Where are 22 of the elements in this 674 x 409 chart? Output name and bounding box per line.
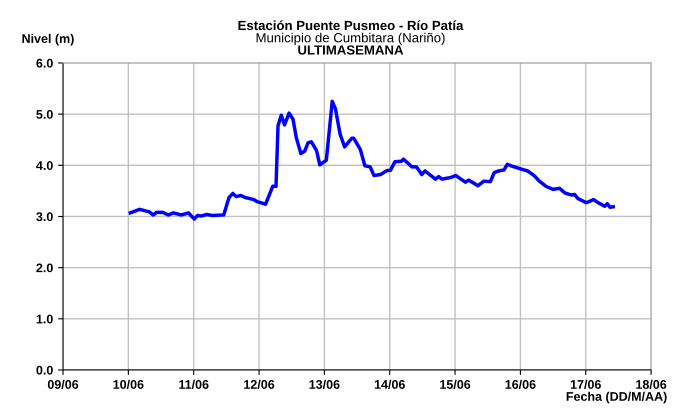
- text: ULTIMASEMANA: [298, 45, 404, 55]
- x-tick-label: 18/06: [636, 380, 666, 390]
- y-tick-label: 1.0: [36, 314, 53, 324]
- x-tick-label: 12/06: [244, 380, 274, 390]
- y-tick-label: 5.0: [36, 110, 53, 119]
- x-tick-label: 11/06: [179, 380, 209, 390]
- y-tick-label: 3.0: [36, 212, 53, 222]
- chart-title: Estación Puente Pusmeo - Río Patía: [238, 20, 464, 30]
- x-tick-label: 09/06: [48, 380, 78, 390]
- x-tick-label: 15/06: [440, 380, 470, 390]
- chart-subtitle: Municipio de Cumbitara (Nariño): [256, 32, 445, 46]
- x-tick-label: 14/06: [374, 380, 405, 390]
- y-axis-title: Nivel (m): [22, 34, 74, 46]
- y-tick-label: 2.0: [36, 263, 53, 272]
- x-axis-title: Fecha (DD/M/AA): [566, 392, 667, 404]
- x-tick-label: 13/06: [310, 380, 340, 390]
- y-tick-label: 4.0: [36, 161, 53, 170]
- y-tick-label: 0.0: [36, 366, 53, 375]
- x-tick-label: 16/06: [506, 380, 536, 390]
- x-tick-label: 10/06: [114, 380, 144, 390]
- x-tick-label: 17/06: [570, 380, 601, 390]
- y-tick-label: 6.0: [36, 58, 53, 68]
